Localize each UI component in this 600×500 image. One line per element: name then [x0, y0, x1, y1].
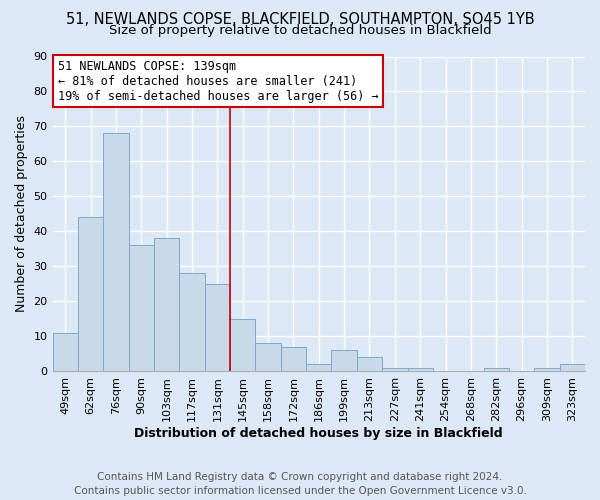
Bar [78, 218, 103, 372]
Bar [53, 333, 78, 372]
Bar [154, 238, 179, 372]
X-axis label: Distribution of detached houses by size in Blackfield: Distribution of detached houses by size … [134, 427, 503, 440]
Bar [534, 368, 560, 372]
Bar [205, 284, 230, 372]
Bar [256, 344, 281, 371]
Y-axis label: Number of detached properties: Number of detached properties [15, 116, 28, 312]
Text: Size of property relative to detached houses in Blackfield: Size of property relative to detached ho… [109, 24, 491, 37]
Text: 51, NEWLANDS COPSE, BLACKFIELD, SOUTHAMPTON, SO45 1YB: 51, NEWLANDS COPSE, BLACKFIELD, SOUTHAMP… [65, 12, 535, 26]
Bar [331, 350, 357, 372]
Bar [128, 246, 154, 372]
Bar [484, 368, 509, 372]
Bar [560, 364, 585, 372]
Bar [230, 319, 256, 372]
Text: 51 NEWLANDS COPSE: 139sqm
← 81% of detached houses are smaller (241)
19% of semi: 51 NEWLANDS COPSE: 139sqm ← 81% of detac… [58, 60, 379, 102]
Bar [357, 358, 382, 372]
Text: Contains HM Land Registry data © Crown copyright and database right 2024.
Contai: Contains HM Land Registry data © Crown c… [74, 472, 526, 496]
Bar [407, 368, 433, 372]
Bar [179, 274, 205, 372]
Bar [103, 134, 128, 372]
Bar [382, 368, 407, 372]
Bar [281, 347, 306, 372]
Bar [306, 364, 331, 372]
